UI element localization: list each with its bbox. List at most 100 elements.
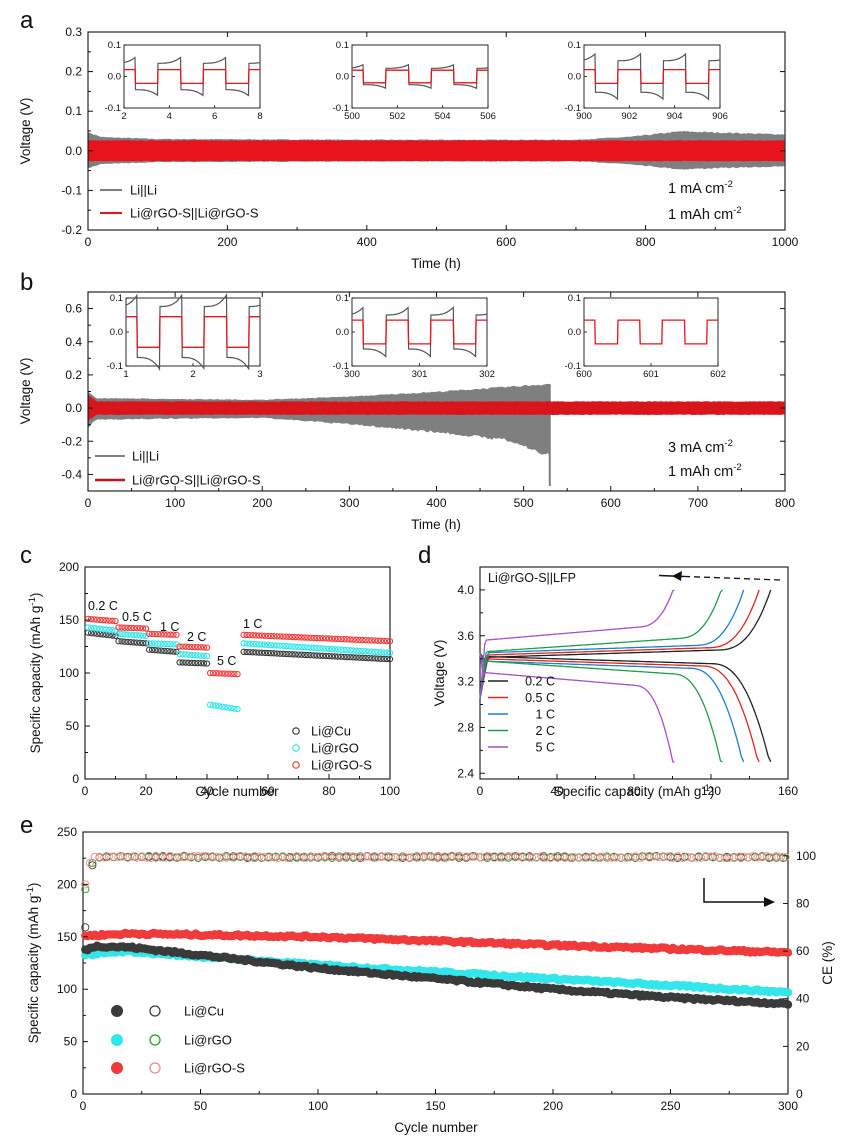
panel-c-point-li-rgo-cycle-13 bbox=[121, 631, 128, 638]
panel-e-ce-point-33 bbox=[156, 853, 165, 862]
x-tick-label: 120 bbox=[701, 784, 721, 798]
panel-e-ce-point-219 bbox=[593, 853, 602, 863]
panel-e-capacity-li-cu bbox=[81, 941, 793, 1009]
panel-c-point-li-rgo-s-cycle-65 bbox=[280, 633, 287, 640]
panel-c-point-li-rgo-s-cycle-91 bbox=[359, 636, 366, 644]
panel-a-inset-2-x-tick-label: 904 bbox=[667, 111, 683, 122]
panel-e-ce-point-297 bbox=[776, 852, 786, 861]
y-tick-label: 4.0 bbox=[457, 583, 474, 597]
panel-e-ce-point-1 bbox=[81, 880, 90, 889]
panel-c-point-li-rgo-s-cycle-12 bbox=[118, 624, 125, 631]
panel-e-ce-point-43 bbox=[180, 853, 189, 862]
panel-c-point-li-rgo-cycle-71 bbox=[298, 643, 305, 651]
panel-a-inset-1-x-tick-label: 504 bbox=[435, 111, 451, 122]
panel-c-point-li-cu-cycle-68 bbox=[289, 651, 296, 658]
panel-e-ce-point-181 bbox=[504, 852, 513, 861]
panel-c-rate-4: 5 C bbox=[217, 654, 236, 668]
y-tick-label: 0.1 bbox=[65, 104, 82, 118]
panel-c-point-li-rgo-cycle-9 bbox=[109, 627, 116, 634]
panel-c-point-li-rgo-s-cycle-100 bbox=[386, 638, 394, 645]
panel-a-inset-1-frame bbox=[351, 44, 489, 109]
panel-c-point-li-cu-cycle-64 bbox=[277, 650, 284, 657]
panel-e-ce-point-155 bbox=[443, 853, 452, 862]
panel-d-charge-curve-3 bbox=[479, 589, 723, 699]
y-tick-label: 200 bbox=[57, 877, 77, 891]
panel-d-charge-curve-1 bbox=[479, 589, 760, 699]
panel-d-frame bbox=[479, 566, 789, 780]
panel-c-point-li-rgo-cycle-66 bbox=[283, 642, 290, 650]
panel-c-point-li-rgo-s-cycle-9 bbox=[109, 617, 116, 624]
panel-c-rate-2: 1 C bbox=[160, 620, 179, 634]
panel-b-inset-1-y-tick-label: 0.0 bbox=[336, 327, 349, 338]
panel-e-ce-point-197 bbox=[541, 853, 551, 862]
y-tick-label: 0.0 bbox=[65, 401, 82, 415]
panel-e-legend-rgo-ce bbox=[149, 1034, 161, 1046]
panel-b-inset-0-x-tick-label: 3 bbox=[257, 369, 262, 380]
panel-c-point-li-cu-cycle-57 bbox=[255, 649, 263, 656]
y-tick-label: 0 bbox=[70, 1087, 77, 1101]
panel-a-inset-1-li-line bbox=[352, 63, 489, 90]
panel-e-ce-point-65 bbox=[231, 852, 240, 861]
y-tick-label: 0.2 bbox=[65, 368, 82, 382]
panel-e-ce-point-179 bbox=[499, 853, 508, 862]
panel-d-label: d bbox=[418, 542, 431, 569]
panel-c-point-li-rgo-s-cycle-5 bbox=[97, 616, 104, 624]
panel-e-ce-point-49 bbox=[194, 852, 203, 861]
panel-e-ce-point-103 bbox=[320, 852, 330, 861]
panel-e-ce-point-207 bbox=[565, 853, 574, 862]
panel-e-ce-point-9 bbox=[100, 853, 109, 862]
panel-c-point-li-rgo-s-cycle-72 bbox=[301, 634, 308, 641]
panel-c-point-li-rgo-cycle-48 bbox=[228, 704, 235, 712]
panel-a: a 2 4 6 8 -0.1 0.0 0.1 500 502 504 506 -0.1 0.0 0.1 90… bbox=[18, 7, 799, 271]
panel-e-ce-point-273 bbox=[720, 853, 729, 862]
panel-c-point-li-rgo-cycle-88 bbox=[350, 647, 357, 654]
panel-c-point-li-rgo-cycle-76 bbox=[313, 644, 320, 652]
panel-e-ce-point-271 bbox=[715, 853, 724, 862]
y-tick-label: -0.2 bbox=[61, 223, 82, 237]
panel-c-point-li-rgo-s-cycle-37 bbox=[194, 644, 201, 651]
panel-d-legend-label-1: 0.5 C bbox=[525, 691, 555, 705]
x-tick-label: 20 bbox=[139, 784, 153, 798]
panel-c-point-li-rgo-s-cycle-8 bbox=[106, 617, 113, 624]
panel-c-point-li-rgo-cycle-53 bbox=[243, 640, 250, 647]
panel-e-right-axis-arrow bbox=[703, 878, 768, 903]
x-tick-label: 0 bbox=[477, 784, 484, 798]
panel-e-ce-point-29 bbox=[147, 853, 156, 863]
panel-e-ce-point-127 bbox=[377, 852, 386, 862]
panel-e-legend-rgo-cap bbox=[111, 1034, 123, 1046]
panel-e-ce-point-175 bbox=[490, 853, 499, 862]
panel-c-point-li-rgo-s-cycle-68 bbox=[289, 633, 296, 641]
x-tick-label: 500 bbox=[514, 496, 534, 510]
panel-c-point-li-cu-cycle-59 bbox=[261, 649, 269, 657]
panel-e-ce-point-167 bbox=[471, 852, 480, 861]
panel-d-charge-curve-4 bbox=[479, 589, 675, 699]
y-tick-label: -0.1 bbox=[61, 183, 82, 197]
panel-c-rate-1: 0.5 C bbox=[122, 610, 152, 624]
panel-e-ce-point-277 bbox=[729, 853, 739, 862]
panel-e-ce-point-173 bbox=[485, 852, 494, 861]
panel-c-point-li-rgo-cycle-97 bbox=[377, 649, 384, 656]
panel-c-point-li-rgo-s-cycle-57 bbox=[255, 632, 263, 639]
panel-c-point-li-rgo-cycle-26 bbox=[161, 640, 168, 648]
y-tick-label: 0.2 bbox=[65, 65, 82, 79]
panel-c-point-li-rgo-s-cycle-44 bbox=[216, 670, 223, 677]
panel-e-cap-point-300 bbox=[783, 988, 793, 997]
panel-e-ce-point-101 bbox=[316, 852, 325, 861]
panel-e-ce-point-255 bbox=[678, 853, 687, 862]
panel-e-ce-point-139 bbox=[405, 853, 414, 862]
panel-c-point-li-rgo-cycle-95 bbox=[371, 648, 378, 656]
y-tick-label: 100 bbox=[59, 666, 79, 680]
x-tick-label: 600 bbox=[496, 235, 516, 249]
panel-e-ce-point-209 bbox=[570, 852, 579, 862]
panel-c-point-li-rgo-s-cycle-1 bbox=[84, 615, 92, 623]
panel-c-point-li-cu-cycle-88 bbox=[350, 654, 357, 661]
panel-c-point-li-cu-cycle-13 bbox=[121, 638, 128, 645]
panel-e-ce-point-23 bbox=[133, 853, 142, 862]
panel-c-point-li-rgo-cycle-82 bbox=[331, 646, 339, 653]
panel-c-point-li-rgo-cycle-75 bbox=[310, 644, 317, 652]
panel-d-charge-curve-2 bbox=[479, 589, 745, 699]
panel-e-ce-point-133 bbox=[391, 852, 400, 861]
panel-c-point-li-cu-cycle-61 bbox=[267, 650, 275, 657]
panel-c-point-li-cu-cycle-95 bbox=[371, 655, 378, 662]
panel-e-ce-point-285 bbox=[748, 852, 757, 861]
